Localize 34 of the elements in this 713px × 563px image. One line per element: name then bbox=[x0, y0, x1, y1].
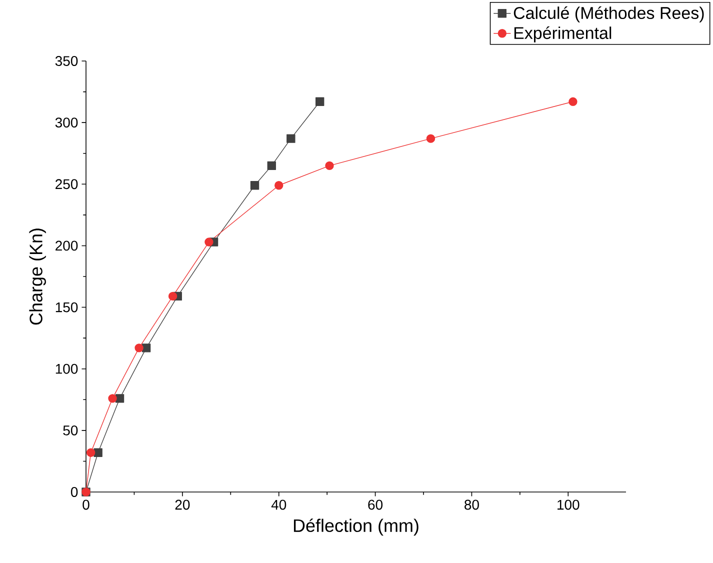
point bbox=[115, 394, 124, 403]
point bbox=[325, 161, 334, 170]
point bbox=[204, 238, 214, 246]
point bbox=[315, 97, 324, 106]
x-tick-label: 40 bbox=[271, 500, 286, 510]
x-tick-label: 60 bbox=[368, 500, 383, 510]
x-tick-label: 20 bbox=[175, 500, 190, 510]
point bbox=[426, 134, 436, 143]
point bbox=[267, 161, 276, 170]
point bbox=[142, 344, 151, 352]
y-tick-label: 250 bbox=[56, 179, 78, 190]
point bbox=[108, 394, 117, 403]
y-axis-title: Charge (Kn) bbox=[29, 228, 46, 325]
x-tick-label: 100 bbox=[558, 500, 580, 510]
point bbox=[274, 181, 284, 190]
point bbox=[286, 134, 296, 143]
x-tick-label: 80 bbox=[464, 500, 479, 510]
y-tick-label: 150 bbox=[56, 302, 78, 312]
point bbox=[168, 292, 178, 301]
point bbox=[94, 448, 102, 457]
point bbox=[568, 97, 578, 106]
y-tick-label: 300 bbox=[55, 118, 78, 128]
legend-label: Expérimental bbox=[514, 26, 612, 42]
point bbox=[134, 344, 144, 352]
x-tick-label: 0 bbox=[82, 500, 90, 510]
y-tick-label: 0 bbox=[70, 487, 78, 497]
y-tick-label: 350 bbox=[55, 56, 78, 66]
point bbox=[250, 181, 260, 190]
legend-label: Calculé (Méthodes Rees) bbox=[514, 6, 704, 22]
y-tick-label: 100 bbox=[56, 364, 78, 374]
x-axis-title: Déflection (mm) bbox=[294, 518, 418, 536]
y-tick-label: 200 bbox=[56, 240, 78, 251]
point bbox=[86, 448, 96, 457]
y-tick-label: 50 bbox=[63, 425, 78, 436]
